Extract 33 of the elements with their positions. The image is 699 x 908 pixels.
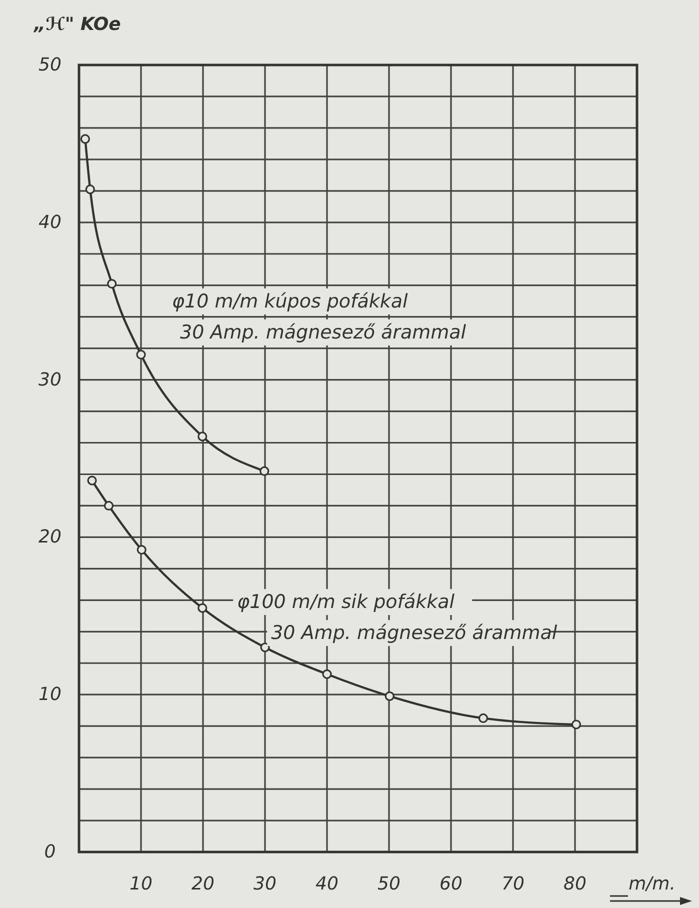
- x-tick-label: 70: [502, 874, 524, 894]
- point: [136, 350, 146, 360]
- point: [384, 691, 394, 701]
- point: [198, 603, 208, 613]
- x-axis-title: m/m.: [628, 874, 676, 894]
- x-tick-label: 20: [192, 874, 214, 894]
- x-tick-label: 30: [254, 874, 276, 894]
- series-label: φ100 m/m sik pofákkal 30 Amp. mágnesező árammal: [237, 591, 558, 644]
- point: [322, 669, 332, 679]
- series-label: φ10 m/m kúpos pofákkal 30 Amp. mágnesező árammal: [172, 290, 467, 344]
- x-tick-label: 50: [378, 874, 400, 894]
- point: [260, 642, 270, 652]
- y-tick-label: 20: [38, 526, 62, 548]
- y-axis-title: „ℋ" KOe: [33, 14, 121, 35]
- point: [104, 500, 114, 511]
- y-tick-label: 30: [38, 369, 62, 390]
- point: [80, 134, 90, 144]
- y-tick-label: 50: [38, 54, 62, 76]
- y-tick-label: 0: [44, 842, 56, 862]
- y-tick-label: 40: [38, 212, 62, 233]
- point: [198, 432, 208, 442]
- point: [136, 544, 146, 555]
- x-tick-label: 40: [316, 874, 338, 894]
- x-tick-label: 80: [564, 874, 586, 894]
- point: [87, 476, 97, 486]
- point: [85, 184, 95, 194]
- x-tick-label: 60: [440, 874, 462, 894]
- y-tick-label: 10: [38, 684, 62, 706]
- x-tick-label: 10: [130, 874, 152, 894]
- point: [107, 278, 117, 289]
- point: [478, 713, 488, 724]
- point: [571, 720, 582, 730]
- point: [260, 466, 270, 476]
